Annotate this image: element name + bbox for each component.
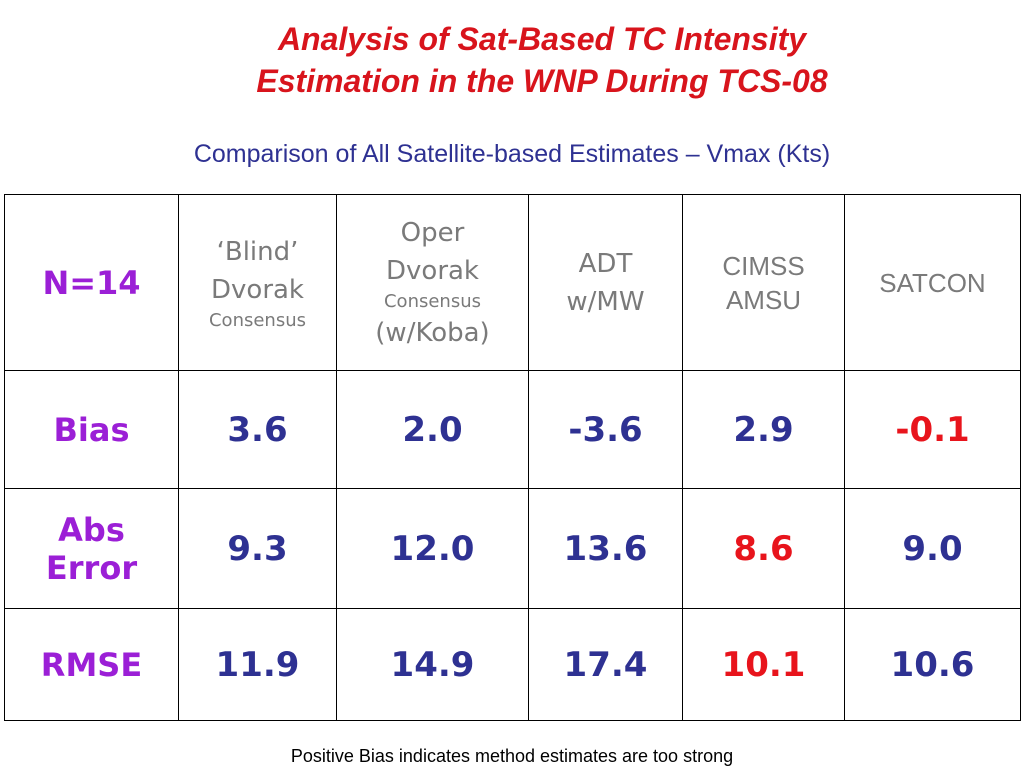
slide-title: Analysis of Sat-Based TC Intensity Estim… [0, 18, 1024, 102]
value-cell: 14.9 [336, 608, 529, 721]
value-cell: 13.6 [528, 488, 683, 609]
header-adt: ADT w/MW [528, 194, 683, 371]
row-label-line: Abs [58, 510, 125, 549]
title-line-1: Analysis of Sat-Based TC Intensity [277, 21, 807, 57]
row-label-line: Error [45, 548, 138, 587]
corner-cell: N=14 [4, 194, 179, 371]
header-line: ‘Blind’ [216, 236, 299, 267]
best-value-cell: -0.1 [844, 370, 1021, 489]
header-line: Dvorak [386, 255, 479, 286]
value-cell: -3.6 [528, 370, 683, 489]
row-label: Bias [53, 410, 130, 449]
value-cell: 17.4 [528, 608, 683, 721]
value-cell: 10.6 [844, 608, 1021, 721]
header-cimss-amsu: CIMSS AMSU [682, 194, 845, 371]
comparison-table: N=14 ‘Blind’ Dvorak Consensus Oper Dvora… [4, 194, 1021, 721]
table-row-abs-error: Abs Error 9.3 12.0 13.6 8.6 9.0 [4, 488, 1021, 609]
header-line: AMSU [725, 284, 802, 315]
header-line: ADT [578, 248, 633, 279]
value-cell: 9.3 [178, 488, 337, 609]
best-value-cell: 10.1 [682, 608, 845, 721]
header-line: Consensus [383, 290, 481, 312]
value-cell: 2.9 [682, 370, 845, 489]
row-label-cell: Bias [4, 370, 179, 489]
footnote: Positive Bias indicates method estimates… [290, 746, 734, 766]
table-row-rmse: RMSE 11.9 14.9 17.4 10.1 10.6 [4, 608, 1021, 721]
value-cell: 11.9 [178, 608, 337, 721]
row-label: RMSE [40, 645, 143, 684]
header-line: CIMSS [722, 250, 805, 281]
value-cell: 3.6 [178, 370, 337, 489]
row-label-cell: Abs Error [4, 488, 179, 609]
header-line: SATCON [879, 267, 986, 298]
header-satcon: SATCON [844, 194, 1021, 371]
header-line: (w/Koba) [375, 317, 490, 348]
value-cell: 9.0 [844, 488, 1021, 609]
header-line: Oper [400, 217, 465, 248]
header-oper-dvorak: Oper Dvorak Consensus (w/Koba) [336, 194, 529, 371]
header-line: Dvorak [211, 274, 304, 305]
title-line-2: Estimation in the WNP During TCS-08 [256, 63, 828, 99]
header-blind-dvorak: ‘Blind’ Dvorak Consensus [178, 194, 337, 371]
best-value-cell: 8.6 [682, 488, 845, 609]
value-cell: 12.0 [336, 488, 529, 609]
sample-size-label: N=14 [42, 263, 141, 302]
value-cell: 2.0 [336, 370, 529, 489]
header-line: w/MW [566, 286, 645, 317]
table-row-bias: Bias 3.6 2.0 -3.6 2.9 -0.1 [4, 370, 1021, 489]
table-header-row: N=14 ‘Blind’ Dvorak Consensus Oper Dvora… [4, 194, 1021, 371]
row-label-cell: RMSE [4, 608, 179, 721]
slide-subtitle: Comparison of All Satellite-based Estima… [193, 140, 831, 168]
header-line: Consensus [208, 309, 306, 331]
